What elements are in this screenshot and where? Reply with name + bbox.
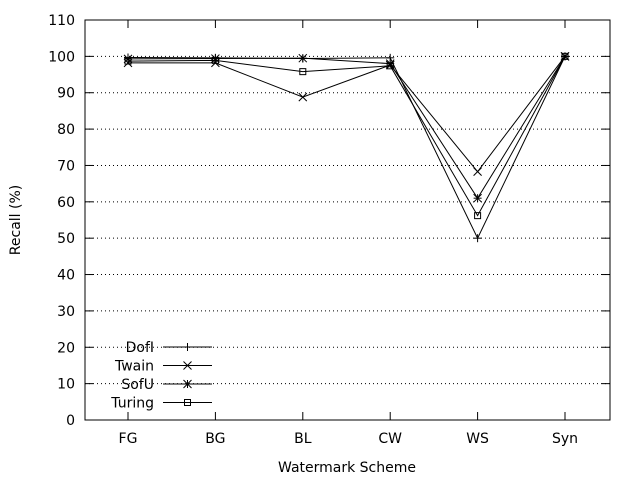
y-tick-label: 90	[57, 86, 75, 102]
legend-label-dofi: DofI	[126, 340, 154, 356]
point-turing	[386, 62, 394, 70]
marker-stroke	[473, 167, 482, 176]
marker-stroke	[473, 193, 482, 203]
y-tick-label: 30	[57, 304, 75, 320]
y-tick-label: 70	[57, 158, 75, 174]
y-tick-label: 110	[48, 13, 75, 29]
marker-square	[299, 68, 307, 76]
x-axis-ticks: FG BG BL CW WS Syn	[119, 20, 578, 447]
x-tick-label: BL	[294, 431, 312, 447]
marker-stroke	[298, 92, 308, 102]
x-tick-label: Syn	[552, 431, 578, 447]
y-tick-label: 80	[57, 122, 75, 138]
point-turing	[474, 212, 482, 220]
y-tick-label: 50	[57, 231, 75, 247]
legend-label-twain: Twain	[114, 359, 154, 375]
y-tick-label: 60	[57, 195, 75, 211]
legend-marker-sofu	[183, 379, 192, 389]
y-tick-label: 10	[57, 377, 75, 393]
point-sofu	[298, 53, 308, 63]
point-turing	[211, 56, 219, 64]
grid	[85, 55, 610, 385]
series-line-twain	[128, 56, 566, 173]
legend-marker-turing	[184, 399, 191, 406]
marker-square	[474, 212, 482, 220]
legend-label-sofu: SofU	[121, 377, 154, 393]
x-tick-label: BG	[205, 431, 225, 447]
series	[123, 52, 570, 243]
y-tick-label: 0	[66, 413, 75, 429]
point-twain	[473, 167, 482, 176]
y-tick-label: 20	[57, 340, 75, 356]
y-tick-label: 100	[48, 49, 75, 65]
plot-area-frame	[84, 19, 611, 421]
marker-square	[386, 62, 394, 70]
marker-square	[561, 52, 569, 60]
y-axis-ticks: 0 10 20 30 40 50 60 70 80 90 100 110	[48, 13, 610, 429]
x-tick-label: FG	[119, 431, 138, 447]
x-axis-title: Watermark Scheme	[278, 460, 416, 476]
marker-square	[124, 57, 132, 65]
x-tick-label: CW	[378, 431, 402, 447]
x-tick-label: WS	[466, 431, 489, 447]
series-line-turing	[127, 56, 566, 217]
point-turing	[124, 57, 132, 65]
marker-square	[184, 399, 191, 406]
marker-stroke	[298, 53, 308, 63]
point-dofi	[473, 234, 482, 243]
series-line-dofi	[127, 56, 566, 240]
y-tick-label: 40	[57, 268, 75, 284]
marker-stroke	[183, 379, 192, 389]
marker-square	[211, 56, 219, 64]
legend-marker-twain	[183, 361, 192, 370]
series-line-sofu	[127, 56, 566, 200]
point-turing	[561, 52, 569, 60]
point-twain	[298, 92, 308, 102]
legend: DofI Twain SofU Turing	[110, 340, 212, 412]
legend-label-turing: Turing	[110, 396, 154, 412]
y-axis-title: Recall (%)	[8, 185, 24, 255]
legend-marker-dofi	[183, 343, 192, 351]
point-sofu	[473, 193, 482, 203]
point-turing	[299, 68, 307, 76]
marker-stroke	[183, 361, 192, 370]
